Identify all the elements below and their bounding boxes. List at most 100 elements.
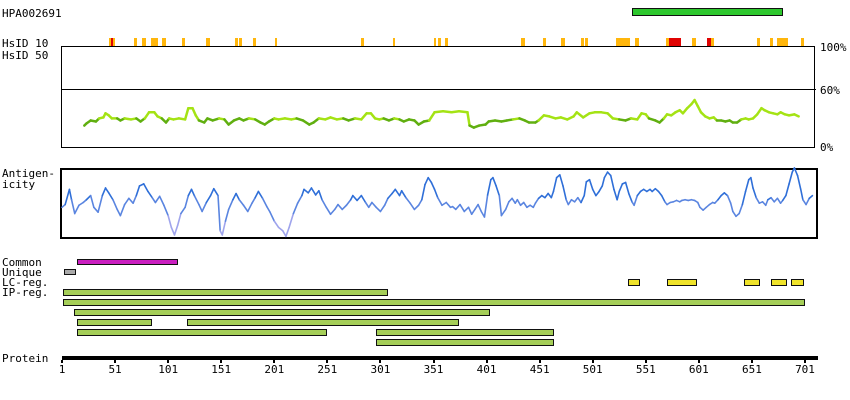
lc-region-bar: [771, 279, 787, 286]
hsid10-tick: [669, 38, 681, 46]
protein-axis-tick-label: 551: [635, 363, 656, 376]
protein-axis-tick: [750, 360, 753, 363]
unique-track-label: Unique: [2, 266, 42, 279]
protein-axis-tick: [326, 360, 329, 363]
hsid10-tick: [108, 38, 111, 46]
hsid10-tick: [585, 38, 589, 46]
unique-region-bar: [64, 269, 76, 275]
protein-axis-tick: [379, 360, 382, 363]
hsid50-track-label: HsID 50: [2, 49, 49, 62]
common-track-label: Common: [2, 256, 42, 269]
protein-axis-tick-label: 401: [476, 363, 497, 376]
protein-axis-label: Protein: [2, 352, 49, 365]
protein-axis-tick: [697, 360, 700, 363]
hsid10-tick: [141, 38, 146, 46]
hsid10-track-label: HsID 10: [2, 37, 49, 50]
lc-region-bar: [791, 279, 804, 286]
antigenicity-label-line1: Antigen-: [2, 167, 55, 180]
hsid10-tick: [710, 38, 714, 46]
hsid10-tick: [253, 38, 257, 46]
hsid10-tick: [707, 38, 711, 46]
common-region-bar: [76, 259, 178, 265]
protein-axis-tick-label: 351: [423, 363, 444, 376]
hsid10-tick: [800, 38, 804, 46]
protein-axis-tick-label: 601: [688, 363, 709, 376]
protein-axis-tick-label: 201: [264, 363, 285, 376]
ip-region-bar: [376, 339, 555, 346]
protein-axis-tick-label: 151: [211, 363, 232, 376]
protein-axis-tick: [220, 360, 223, 363]
protein-axis-tick: [167, 360, 170, 363]
ip-region-bar: [376, 329, 555, 336]
y-axis-60pct-label: 60%: [820, 84, 840, 97]
hsid10-tick: [110, 38, 113, 46]
hsid10-tick: [235, 38, 239, 46]
hsid10-tick: [151, 38, 158, 46]
hsid10-tick: [777, 38, 786, 46]
ip-region-track-label: IP-reg.: [2, 286, 49, 299]
lc-region-track-label: LC-reg.: [2, 276, 49, 289]
hsid10-tick: [616, 38, 621, 46]
hsid10-tick: [433, 38, 436, 46]
hsid10-tick: [665, 38, 670, 46]
hsid10-tick: [542, 38, 546, 46]
protein-axis-tick-label: 651: [741, 363, 762, 376]
antigenicity-chart-frame: [60, 168, 818, 239]
antigenicity-label-line2: icity: [2, 178, 36, 191]
lc-region-bar: [667, 279, 697, 286]
hsid10-tick: [275, 38, 278, 46]
hsid10-tick: [785, 38, 788, 46]
protein-axis-tick-label: 51: [108, 363, 122, 376]
hsid10-tick: [560, 38, 566, 46]
ip-region-bar: [187, 319, 459, 326]
ip-region-bar: [76, 319, 153, 326]
antigen-region-bar: [631, 8, 783, 16]
protein-axis-tick: [644, 360, 647, 363]
ip-region-bar: [63, 299, 805, 306]
hsid10-tick: [769, 38, 774, 46]
protein-axis-tick-label: 301: [370, 363, 391, 376]
ip-region-bar: [73, 309, 490, 316]
hsid10-tick: [239, 38, 243, 46]
protein-axis-tick-label: 1: [58, 363, 66, 376]
lc-region-bar: [744, 279, 761, 286]
hsid10-tick: [134, 38, 138, 46]
hsid10-tick: [206, 38, 210, 46]
hsid10-tick: [581, 38, 585, 46]
protein-axis-tick: [538, 360, 541, 363]
protein-axis-tick: [591, 360, 594, 363]
hsid50-chart-frame: [61, 46, 815, 148]
hsid10-tick: [635, 38, 640, 46]
protein-axis-tick: [432, 360, 435, 363]
hsid10-tick: [181, 38, 186, 46]
hsid10-tick: [445, 38, 449, 46]
protein-axis-tick-label: 501: [582, 363, 603, 376]
protein-axis-tick-label: 701: [795, 363, 815, 376]
hsid10-tick: [520, 38, 525, 46]
hsid10-tick: [112, 38, 116, 46]
hsid10-tick: [620, 38, 630, 46]
hsid50-60pct-gridline: [61, 89, 816, 90]
protein-axis-tick-label: 451: [529, 363, 550, 376]
protein-axis-tick: [804, 360, 806, 363]
y-axis-100pct-label: 100%: [820, 41, 847, 54]
lc-region-bar: [627, 279, 641, 286]
hsid10-tick: [161, 38, 166, 46]
protein-axis-tick-label: 101: [158, 363, 179, 376]
protein-axis-tick: [273, 360, 276, 363]
y-axis-0pct-label: 0%: [820, 141, 834, 154]
protein-axis-tick-label: 251: [317, 363, 338, 376]
hsid10-tick: [757, 38, 761, 46]
hsid10-tick: [393, 38, 396, 46]
protein-axis-tick: [485, 360, 488, 363]
protein-axis-tick: [61, 360, 63, 363]
ip-region-bar: [63, 289, 388, 296]
hsid10-tick: [692, 38, 696, 46]
protein-axis-line: [62, 356, 818, 360]
hpa-id-label: HPA002691: [2, 7, 62, 20]
ip-region-bar: [76, 329, 328, 336]
hsid10-tick: [361, 38, 365, 46]
hsid10-tick: [437, 38, 441, 46]
